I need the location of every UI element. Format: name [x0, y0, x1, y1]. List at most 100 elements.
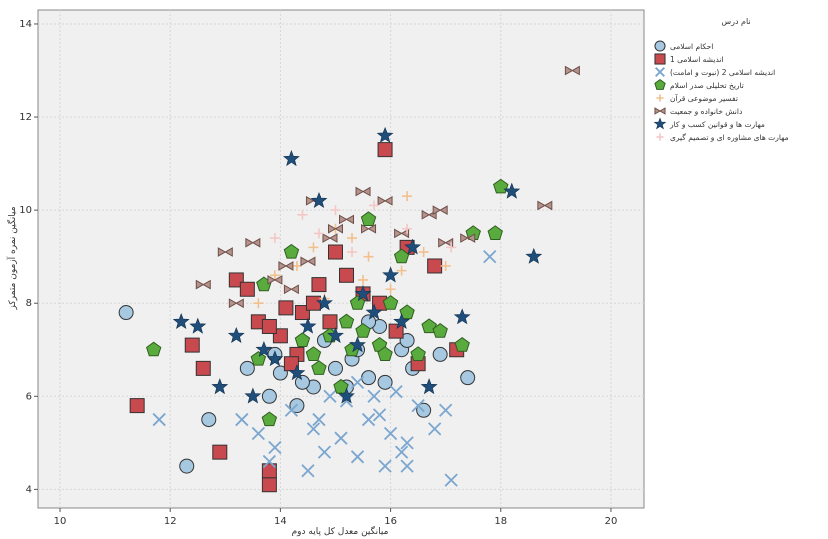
data-point — [267, 275, 283, 285]
data-point — [361, 223, 377, 234]
data-point — [347, 233, 358, 244]
data-point — [118, 305, 134, 321]
data-point — [244, 387, 262, 404]
data-point — [322, 233, 338, 243]
data-point — [358, 274, 369, 285]
data-point — [327, 223, 343, 234]
data-point — [327, 326, 344, 343]
data-point — [432, 346, 448, 362]
data-point — [261, 411, 278, 427]
x-tick-label: 14 — [274, 516, 287, 527]
data-point — [338, 313, 355, 329]
data-point — [404, 238, 421, 255]
data-point — [268, 440, 282, 455]
data-point — [227, 326, 245, 343]
data-point — [172, 312, 190, 329]
data-point — [377, 195, 393, 206]
data-point — [393, 248, 410, 264]
data-point — [239, 360, 255, 376]
y-tick-label: 6 — [26, 391, 32, 402]
legend-marker — [654, 40, 666, 52]
data-point — [338, 387, 355, 404]
data-point — [261, 463, 277, 479]
data-point — [272, 365, 288, 381]
data-point — [316, 294, 333, 311]
data-point — [311, 360, 327, 375]
data-point — [311, 277, 327, 293]
data-point — [349, 336, 366, 353]
data-point — [261, 318, 277, 334]
data-point — [305, 295, 321, 311]
series-group — [269, 200, 457, 258]
data-point — [385, 284, 396, 295]
y-tick-label: 8 — [26, 298, 32, 309]
data-point — [420, 378, 438, 395]
data-point — [376, 126, 394, 143]
data-point — [269, 233, 280, 244]
data-point — [396, 265, 407, 276]
data-point — [402, 191, 413, 202]
x-axis-ticks: 10 12 14 16 18 20 — [54, 508, 618, 527]
data-point — [334, 431, 348, 445]
data-point — [432, 205, 448, 215]
data-point — [454, 336, 470, 352]
data-point — [361, 370, 377, 386]
data-point — [228, 298, 244, 309]
legend-entry-label: مهارت های مشاوره ای و تصمیم گیری — [670, 133, 789, 142]
data-point — [294, 332, 311, 347]
y-tick-label: 12 — [19, 112, 32, 123]
data-point — [217, 247, 233, 257]
data-point — [278, 300, 294, 316]
data-point — [282, 150, 300, 167]
data-point — [189, 317, 207, 334]
data-point — [363, 251, 374, 262]
data-point — [377, 346, 393, 361]
legend-marker — [654, 107, 666, 115]
data-point — [388, 323, 404, 339]
data-point — [201, 412, 217, 428]
data-point — [262, 454, 277, 469]
data-point — [399, 332, 415, 348]
data-point — [493, 178, 509, 194]
data-points — [118, 65, 580, 493]
data-point — [525, 247, 543, 264]
series-group — [195, 65, 580, 309]
x-tick-label: 20 — [605, 516, 618, 527]
data-point — [211, 378, 229, 395]
data-point — [432, 322, 448, 338]
data-point — [245, 237, 261, 248]
data-point — [284, 403, 299, 417]
legend-entry-label: مهارت ها و قوانین کسب و کار — [669, 120, 765, 129]
data-point — [300, 256, 316, 267]
data-point — [184, 337, 200, 353]
data-point — [278, 261, 294, 271]
data-point — [195, 360, 211, 376]
data-point — [440, 260, 451, 271]
data-point — [460, 233, 476, 243]
data-point — [310, 191, 328, 208]
data-point — [269, 270, 280, 281]
data-point — [299, 317, 317, 334]
x-axis-label: میانگین معدل کل پایه دوم — [292, 525, 389, 537]
data-point — [306, 422, 321, 436]
legend-marker — [654, 53, 666, 65]
data-point — [179, 458, 195, 474]
data-point — [297, 209, 308, 220]
data-point — [294, 305, 310, 321]
gridlines — [38, 10, 644, 508]
data-point — [272, 328, 288, 344]
data-point — [228, 272, 244, 288]
data-point — [239, 281, 255, 297]
legend-entry-label: تفسیر موضوعی قرآن — [670, 93, 738, 103]
data-point — [453, 308, 471, 325]
data-point — [291, 260, 302, 271]
x-tick-label: 18 — [494, 516, 507, 527]
data-point — [354, 285, 372, 302]
data-point — [339, 214, 355, 225]
data-point — [305, 346, 322, 361]
data-point — [378, 459, 392, 473]
data-point — [327, 244, 343, 260]
data-point — [418, 247, 429, 258]
data-point — [383, 426, 398, 441]
data-point — [350, 375, 365, 389]
